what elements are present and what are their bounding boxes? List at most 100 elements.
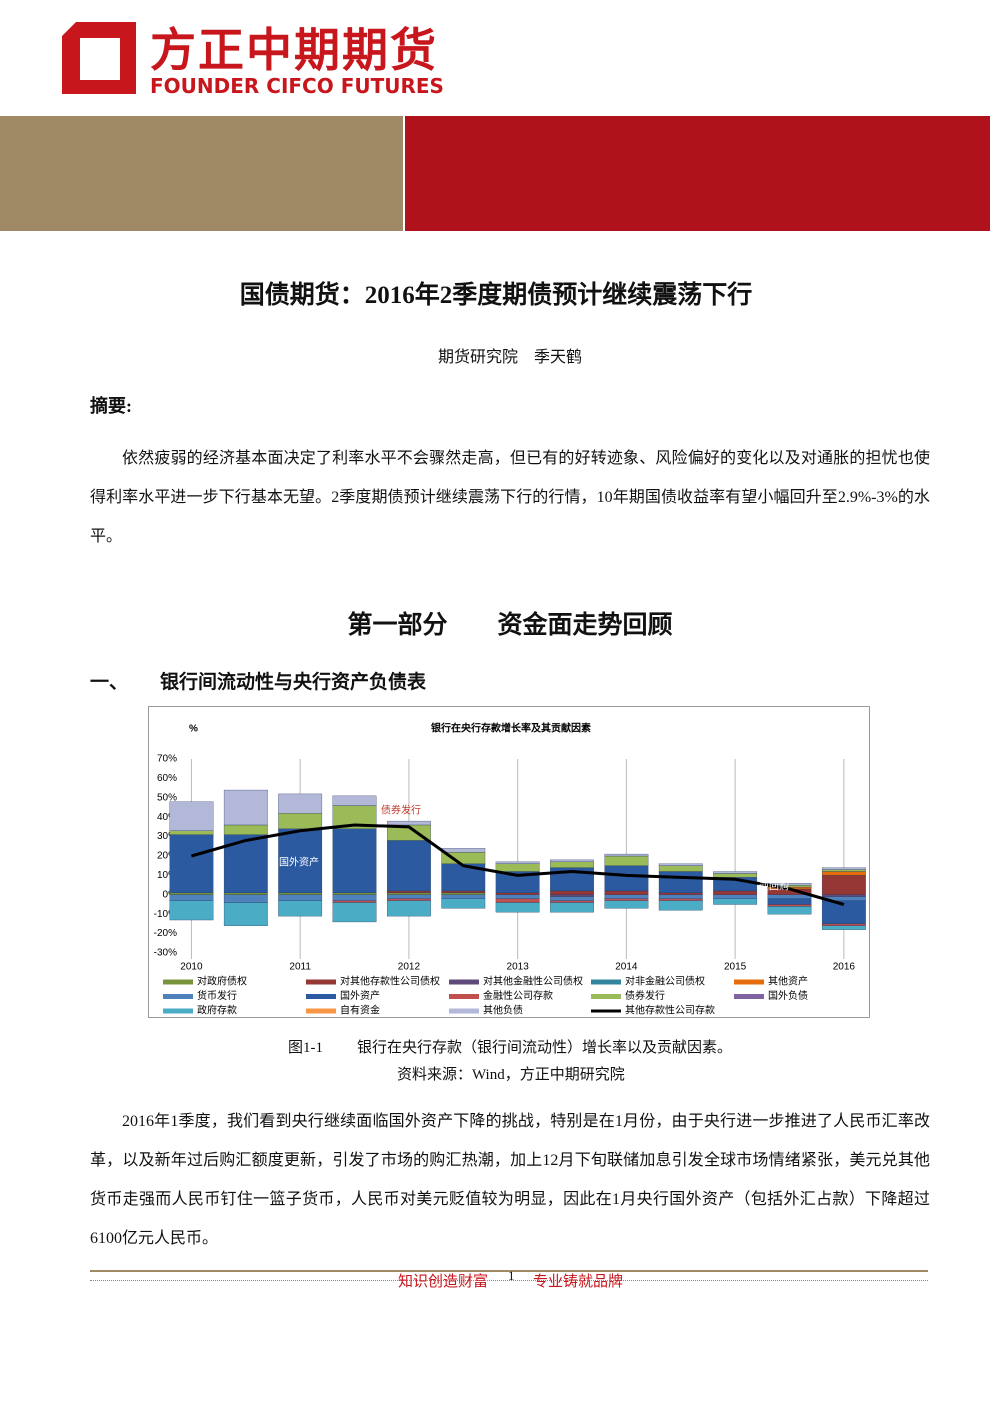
bar-segment [169,834,214,894]
bar-segment [550,896,594,901]
bar-segment [441,892,486,895]
bar-segment [332,902,377,923]
y-tick-label: 40% [157,812,177,823]
bar-segment [821,875,866,895]
legend-label: 对非金融公司债权 [625,975,705,988]
bar-segment [332,900,377,903]
bar-segment [713,873,758,878]
bar-segment [223,892,268,895]
x-tick-label: 2014 [615,962,638,973]
bar-segment [169,900,214,921]
legend-swatch [306,1008,336,1014]
bar-segment [604,853,649,857]
banner-left [0,116,403,231]
legend-label: 对其他存款性公司债权 [340,975,440,988]
bar-segment [441,890,486,894]
legend-label: 国外负债 [768,989,808,1002]
bar-segment [550,900,594,903]
banner-right [405,116,990,231]
bar-segment [332,892,377,895]
bar-segment [169,801,214,831]
x-tick-label: 2011 [289,962,311,973]
legend-label: 其他负债 [483,1004,523,1017]
bar-segment [604,890,649,895]
y-unit: % [189,724,198,735]
bar-segment [332,894,377,901]
bar-segment [441,894,486,899]
bar-segment [441,848,486,853]
bar-segment [495,861,540,864]
bar-segment [658,863,703,866]
x-tick-label: 2010 [180,962,203,973]
bar-segment [332,828,377,894]
bar-segment [550,861,594,868]
bar-segment [604,855,649,866]
bar-segment [767,894,812,899]
bar-segment [713,890,758,895]
y-tick-label: 30% [157,831,177,842]
bar-segment [821,894,866,897]
y-tick-label: -20% [154,928,177,939]
bar-segment [713,898,758,905]
bar-segment [767,906,812,915]
legend-swatch [449,994,479,999]
bar-segment [223,824,268,835]
legend-label: 其他存款性公司存款 [625,1004,715,1017]
bar-segment [713,894,758,899]
annotation: 逆回购 [759,880,789,893]
x-tick-label: 2013 [507,962,530,973]
legend-swatch [306,994,336,999]
x-tick-label: 2012 [398,962,421,973]
footer-page: 1 [508,1268,515,1283]
bar-segment [387,894,431,899]
legend-label: 自有资金 [340,1004,380,1017]
y-tick-label: -10% [154,909,177,920]
legend-label: 政府存款 [197,1004,237,1017]
body-text: 2016年1季度，我们看到央行继续面临国外资产下降的挑战，特别是在1月份，由于央… [90,1113,930,1247]
bar-segment [495,902,540,913]
bar-segment [278,894,323,901]
bar-segment [550,894,594,897]
source: 资料来源：Wind，方正中期研究院 [397,1067,625,1083]
footer-rule [90,1270,928,1281]
legend-swatch [163,979,193,985]
bar-segment [658,892,703,895]
bar-segment [169,894,214,901]
bar-segment [223,894,268,903]
bar-segment [713,871,758,874]
logo-en: FOUNDER CIFCO FUTURES [150,74,444,98]
bar-segment [821,925,866,930]
doc-title: 国债期货：2016年2季度期债预计继续震荡下行 [239,282,753,309]
bar-segment [387,900,431,917]
bar-segment [658,865,703,872]
legend-swatch [306,979,336,985]
legend-swatch [734,979,764,985]
bar-segment [550,859,594,862]
bar-segment [658,871,703,894]
y-tick-label: -30% [154,948,177,959]
y-tick-label: 70% [157,754,177,765]
legend-label: 货币发行 [197,989,237,1002]
bar-segment [604,898,649,901]
bar-segment [278,900,323,917]
bar-segment [387,840,431,892]
bar-segment [387,892,431,895]
abstract-text: 依然疲弱的经济基本面决定了利率水平不会骤然走高，但已有的好转迹象、风险偏好的变化… [90,450,930,545]
legend-swatch [449,979,479,985]
bar-segment [604,900,649,909]
bar-segment [550,902,594,913]
bar-segment [495,898,540,903]
bar-segment [387,820,431,826]
bar-segment [495,863,540,872]
author: 期货研究院 季天鹤 [437,349,582,366]
x-tick-label: 2015 [724,962,747,973]
bar-segment [821,923,866,926]
legend-swatch [163,1008,193,1014]
legend-swatch [449,1008,479,1014]
section-heading: 第一部分 资金面走势回顾 [347,612,673,639]
legend-label: 国外资产 [340,989,380,1002]
y-tick-label: 60% [157,773,177,784]
bar-segment [767,898,812,905]
subsection-no: 一、 [90,672,129,693]
